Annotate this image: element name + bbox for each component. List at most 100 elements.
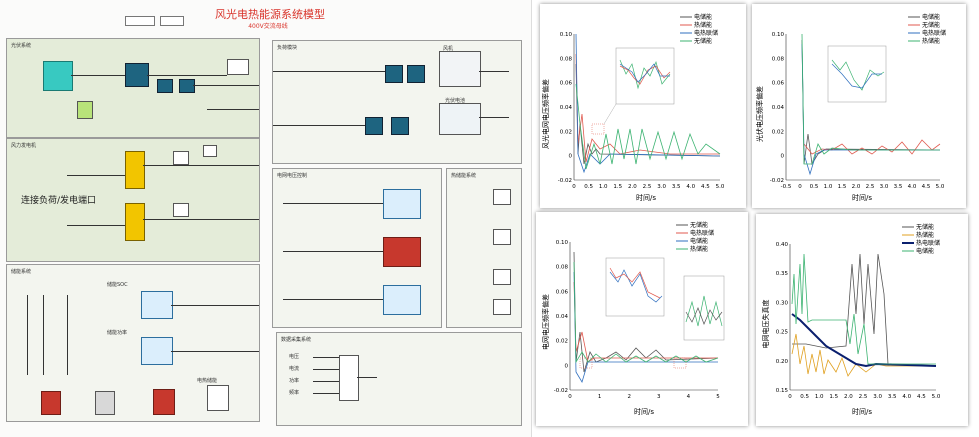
x-tick-label: 3.0 <box>657 184 666 190</box>
meter-block[interactable] <box>173 203 189 217</box>
x-tick-label: 4.5 <box>922 184 931 190</box>
panel-storage-system[interactable]: 储能系统 储能SOC 储能功率 电热储能 <box>6 264 260 422</box>
y-tick-label: 0.06 <box>560 81 573 87</box>
legend-item: 电热联储 <box>694 29 718 37</box>
x-tick-label: 0 <box>572 184 576 190</box>
model-toolbar-box[interactable] <box>160 16 184 26</box>
pv-array-block[interactable] <box>43 61 73 91</box>
heat-storage-block[interactable] <box>153 389 175 415</box>
converter-block[interactable] <box>385 65 403 83</box>
series-line <box>803 139 941 155</box>
converter-block[interactable] <box>157 79 173 93</box>
chart-frame: 风光电网电压频率偏差 时间/s 电储能 热储能 电热联储 无储能 0 0.5 1.0… <box>540 4 746 208</box>
scope-block[interactable] <box>493 299 511 315</box>
scope-block[interactable] <box>493 269 511 285</box>
legend-item: 热储能 <box>922 37 940 45</box>
panel-wind-system[interactable]: 风力发电机 连接负荷/发电端口 <box>6 138 260 262</box>
simulink-model-canvas[interactable]: 风光电热能源系统模型 400V交流母线 光伏系统 风力发电机 连接负荷/发电端口… <box>0 0 532 437</box>
series-line <box>792 253 937 367</box>
converter-block[interactable] <box>365 117 383 135</box>
legend-item: 热储能 <box>690 245 708 253</box>
scope-block[interactable] <box>207 385 229 411</box>
y-tick-label: 0.06 <box>556 289 569 295</box>
controller-block[interactable] <box>383 237 421 267</box>
y-axis-label: 风光电网电压频率偏差 <box>541 79 550 149</box>
converter-block[interactable] <box>179 79 195 93</box>
x-axis-label: 时间/s <box>636 193 656 202</box>
x-tick-label: 1 <box>598 394 602 400</box>
panel-label: 储能系统 <box>11 269 32 275</box>
x-tick-label: 3.5 <box>894 184 903 190</box>
x-tick-label: 0.5 <box>810 184 819 190</box>
wind-generator-block[interactable] <box>125 203 145 241</box>
y-tick-label: -0.02 <box>558 178 572 184</box>
panel-label: 电网电压控制 <box>277 173 308 179</box>
y-tick-label: 0 <box>781 154 785 160</box>
x-tick-label: 2.5 <box>643 184 652 190</box>
panel-thermal-storage[interactable]: 热储能系统 <box>446 168 522 328</box>
x-axis-label: 时间/s <box>634 407 654 416</box>
pv-panel-block[interactable] <box>439 103 481 135</box>
controller-block[interactable] <box>383 285 421 315</box>
series-line <box>573 261 719 364</box>
x-tick-label: -0.5 <box>781 184 792 190</box>
mux-block[interactable] <box>339 355 359 401</box>
legend-item: 热储能 <box>694 21 712 29</box>
wind-generator-block[interactable] <box>125 151 145 189</box>
x-tick-label: 5.0 <box>932 394 941 400</box>
y-tick-label: 0.20 <box>776 359 789 365</box>
x-tick-label: 3 <box>657 394 661 400</box>
battery-block[interactable] <box>141 337 173 365</box>
heat-storage-block[interactable] <box>41 391 61 415</box>
heat-storage-block[interactable] <box>95 391 115 415</box>
legend-item: 电储能 <box>916 247 934 255</box>
battery-label: 储能SOC <box>107 282 128 288</box>
panel-label: 数据采集系统 <box>281 337 312 343</box>
model-toolbar-box[interactable] <box>125 16 155 26</box>
y-tick-label: 0.04 <box>560 105 573 111</box>
legend-item: 热储能 <box>916 231 934 239</box>
x-tick-label: 2.0 <box>628 184 637 190</box>
x-tick-label: 2.5 <box>859 394 868 400</box>
x-tick-label: 4.5 <box>917 394 926 400</box>
panel-data-acquisition[interactable]: 数据采集系统 电压 电流 功率 频率 <box>276 332 522 426</box>
legend-item: 电储能 <box>694 13 712 21</box>
y-axis-label: 电网电压频率偏差 <box>541 294 550 350</box>
scope-block[interactable] <box>493 189 511 205</box>
series-line <box>575 83 721 170</box>
legend: 电储能 无储能 电热联储 热储能 <box>908 13 946 45</box>
meter-block[interactable] <box>173 151 189 165</box>
y-tick-label: 0.08 <box>556 265 569 271</box>
x-tick-label: 2.0 <box>852 184 861 190</box>
controller-block[interactable] <box>383 189 421 219</box>
scope-block[interactable] <box>493 229 511 245</box>
converter-block[interactable] <box>391 117 409 135</box>
legend-item: 无储能 <box>922 21 940 29</box>
y-axis-label: 电网电压失真度 <box>761 300 770 349</box>
panel-pv-system[interactable]: 光伏系统 <box>6 38 260 138</box>
legend-item: 电储能 <box>690 237 708 245</box>
meter-block[interactable] <box>203 145 217 157</box>
battery-block[interactable] <box>141 291 173 319</box>
legend: 无储能 电热联储 电储能 热储能 <box>676 221 714 253</box>
series-line <box>791 333 936 377</box>
wind-turbine-block[interactable] <box>439 51 481 87</box>
x-tick-label: 0.5 <box>800 394 809 400</box>
x-tick-label: 5 <box>716 394 720 400</box>
converter-block[interactable] <box>125 63 149 87</box>
pv-array-block[interactable] <box>77 101 93 119</box>
converter-block[interactable] <box>407 65 425 83</box>
y-tick-label: 0.15 <box>776 388 789 394</box>
x-tick-label: 3.0 <box>873 394 882 400</box>
heat-label: 电热储能 <box>197 378 218 384</box>
x-axis-label: 时间/s <box>852 407 872 416</box>
switch-block[interactable] <box>227 59 249 75</box>
y-tick-label: 0.02 <box>556 339 568 345</box>
x-tick-label: 0 <box>788 394 792 400</box>
x-tick-label: 5.0 <box>936 184 945 190</box>
panel-voltage-control[interactable]: 电网电压控制 <box>272 168 442 328</box>
x-tick-label: 0.5 <box>584 184 593 190</box>
model-subtitle: 400V交流母线 <box>248 23 288 30</box>
panel-load-module[interactable]: 负荷模块 风机 光伏电池 <box>272 40 522 164</box>
legend-item: 无储能 <box>916 223 934 231</box>
